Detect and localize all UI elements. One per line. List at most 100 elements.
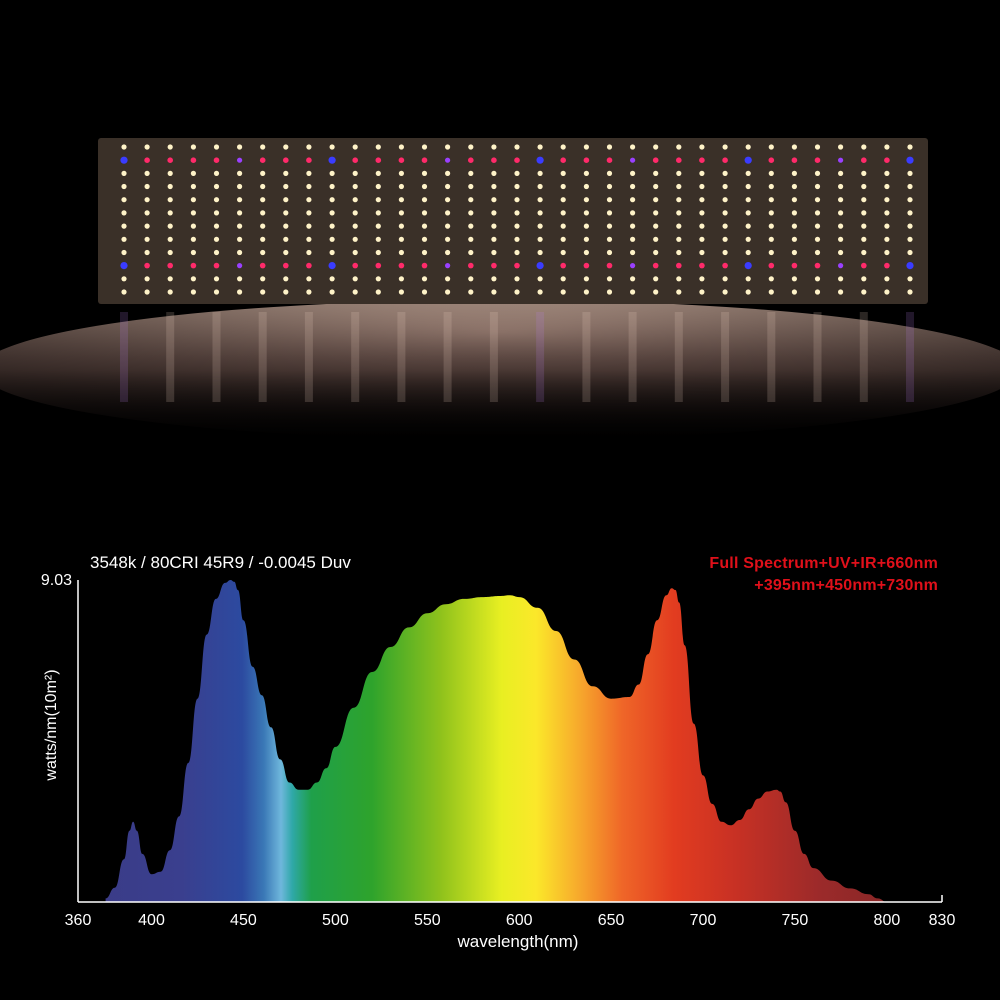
led-chip bbox=[814, 210, 821, 216]
led-chip bbox=[861, 144, 867, 150]
led-chip bbox=[445, 144, 451, 150]
reflection-streak bbox=[628, 312, 637, 402]
led-chip bbox=[121, 276, 127, 282]
led-chip bbox=[514, 210, 520, 216]
led-chip bbox=[375, 197, 381, 203]
led-chip bbox=[468, 210, 474, 216]
led-chip bbox=[398, 236, 404, 242]
led-chip bbox=[352, 262, 359, 269]
led-chip bbox=[398, 210, 404, 216]
reflection-streak bbox=[859, 312, 868, 402]
led-chip bbox=[907, 276, 913, 282]
led-chip bbox=[699, 289, 705, 295]
led-chip bbox=[375, 170, 381, 176]
led-chip bbox=[560, 197, 566, 203]
led-chip bbox=[907, 144, 913, 150]
led-chip bbox=[260, 210, 266, 216]
led-chip bbox=[375, 249, 381, 256]
led-chip bbox=[306, 210, 312, 216]
led-chip bbox=[237, 276, 243, 282]
reflection-streak bbox=[767, 312, 776, 402]
led-chip bbox=[676, 183, 682, 190]
led-chip bbox=[468, 236, 474, 242]
led-chip bbox=[791, 223, 798, 229]
led-chip bbox=[306, 236, 312, 242]
x-tick-label: 550 bbox=[414, 912, 441, 929]
led-chip bbox=[421, 157, 428, 163]
led-chip bbox=[676, 249, 682, 256]
led-chip bbox=[306, 157, 312, 163]
led-chip bbox=[237, 223, 243, 229]
led-chip bbox=[907, 210, 913, 216]
led-chip bbox=[283, 197, 289, 203]
led-chip bbox=[768, 157, 775, 163]
led-chip bbox=[907, 183, 913, 190]
led-chip bbox=[375, 236, 381, 242]
led-grid bbox=[120, 144, 914, 295]
led-chip bbox=[907, 197, 913, 203]
led-chip bbox=[328, 156, 336, 164]
led-chip bbox=[352, 157, 359, 163]
led-chip bbox=[814, 144, 821, 150]
led-chip bbox=[237, 170, 243, 176]
led-chip bbox=[398, 262, 405, 269]
led-chip bbox=[121, 249, 127, 256]
led-chip bbox=[583, 289, 590, 295]
led-chip bbox=[491, 144, 497, 150]
led-chip bbox=[213, 210, 220, 216]
led-chip bbox=[906, 156, 914, 164]
led-chip bbox=[814, 276, 821, 282]
led-chip bbox=[514, 223, 520, 229]
led-chip bbox=[537, 144, 543, 150]
led-chip bbox=[791, 276, 798, 282]
led-chip bbox=[190, 236, 196, 242]
led-chip bbox=[745, 223, 751, 229]
x-tick-labels: 360 400 450 500 550 600 650 700 750 800 830 bbox=[65, 912, 956, 929]
led-chip bbox=[213, 223, 220, 229]
led-chip bbox=[468, 197, 474, 203]
led-chip bbox=[676, 157, 682, 163]
led-chip bbox=[537, 289, 543, 295]
led-chip bbox=[560, 183, 566, 190]
led-chip bbox=[630, 249, 636, 256]
led-chip bbox=[768, 236, 774, 242]
led-chip bbox=[722, 223, 728, 229]
led-chip bbox=[283, 236, 289, 242]
led-chip bbox=[768, 276, 774, 282]
led-chip bbox=[468, 262, 474, 269]
led-chip bbox=[676, 289, 682, 295]
led-chip bbox=[537, 276, 543, 282]
led-chip bbox=[884, 276, 890, 282]
led-chip bbox=[329, 223, 335, 229]
led-chip bbox=[237, 249, 243, 256]
led-chip bbox=[167, 197, 173, 203]
led-chip bbox=[514, 144, 520, 150]
led-chip bbox=[352, 276, 358, 282]
led-chip bbox=[791, 236, 798, 242]
led-chip bbox=[560, 144, 566, 150]
led-chip bbox=[306, 223, 312, 229]
led-chip bbox=[537, 210, 543, 216]
led-chip bbox=[606, 236, 613, 242]
led-chip bbox=[630, 183, 636, 190]
led-chip bbox=[884, 183, 890, 190]
led-chip bbox=[468, 144, 474, 150]
led-chip bbox=[306, 262, 312, 269]
led-chip bbox=[491, 170, 497, 176]
y-axis-label: watts/nm(10m²) bbox=[43, 669, 60, 781]
led-chip bbox=[653, 223, 659, 229]
led-chip bbox=[606, 170, 613, 176]
led-chip bbox=[514, 183, 520, 190]
led-chip bbox=[306, 183, 312, 190]
led-chip bbox=[653, 236, 659, 242]
led-chip bbox=[213, 276, 220, 282]
led-chip bbox=[653, 144, 659, 150]
led-chip bbox=[583, 144, 590, 150]
spectrum-label-line-2: +395nm+450nm+730nm bbox=[754, 577, 938, 594]
led-chip bbox=[514, 262, 520, 269]
led-chip bbox=[283, 223, 289, 229]
led-chip bbox=[537, 183, 543, 190]
led-chip bbox=[560, 249, 566, 256]
reflection-streak bbox=[120, 312, 128, 402]
led-chip bbox=[260, 144, 266, 150]
